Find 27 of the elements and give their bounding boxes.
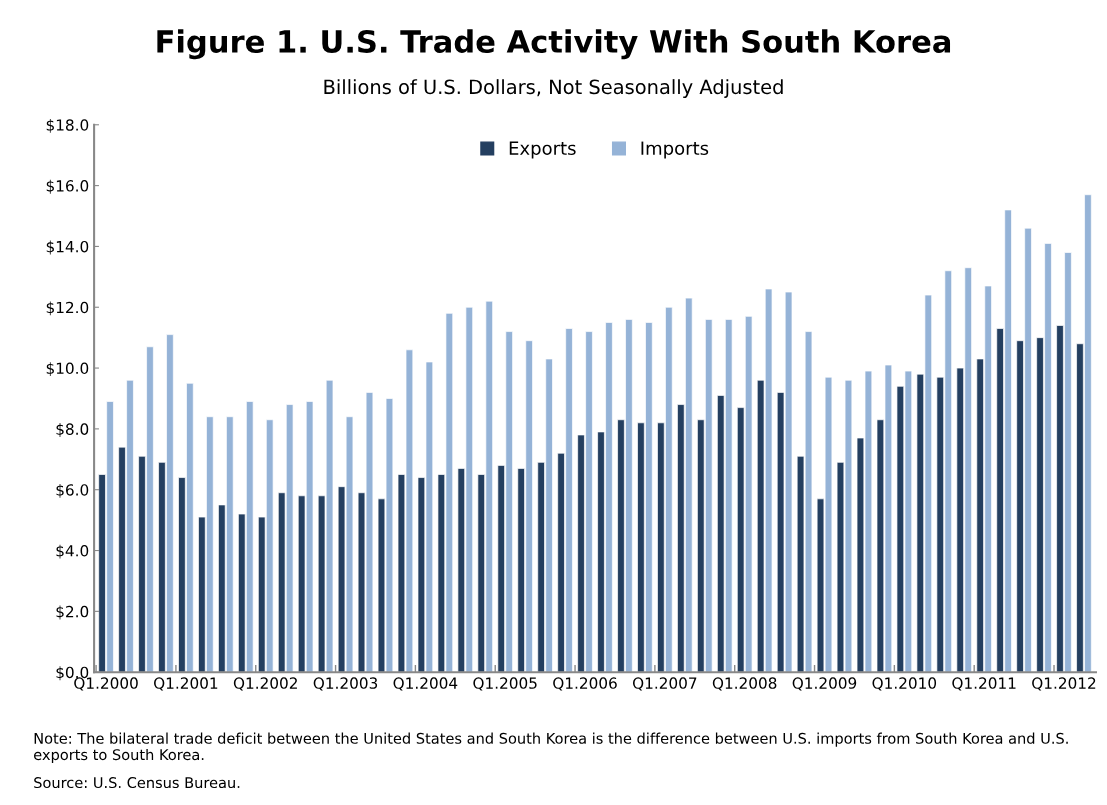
y-tick-label: $14.0 <box>46 240 89 255</box>
y-tick-label: $12.0 <box>46 301 89 316</box>
x-tick-label: Q1.2007 <box>632 677 697 691</box>
legend-label: Exports <box>509 141 576 159</box>
y-tick-label: $16.0 <box>46 179 89 194</box>
legend-label: Imports <box>641 141 709 159</box>
x-tick-label: Q1.2012 <box>1032 677 1096 691</box>
x-tick-label: Q1.2008 <box>712 677 777 691</box>
x-tick-label: Q1.2005 <box>473 677 537 691</box>
x-tick-label: Q1.2003 <box>313 677 378 691</box>
y-tick-label: $8.0 <box>56 423 89 437</box>
text: Note: The bilateral trade deficit between the United States and South Korea is the difference between U.S. imports from South Korea and U.S. exports to South Korea. <box>34 732 1068 763</box>
x-tick-label: Q1.2004 <box>393 677 458 691</box>
y-tick-label: $18.0 <box>46 118 89 133</box>
x-tick-label: Q1.2001 <box>154 677 218 691</box>
x-tick-label: Q1.2010 <box>872 677 937 691</box>
x-tick-label: Q1.2006 <box>553 677 617 691</box>
x-tick-label: Q1.2002 <box>233 677 297 691</box>
y-tick-label: $4.0 <box>56 544 89 559</box>
x-tick-label: Q1.2011 <box>952 677 1016 691</box>
x-tick-label: Q1.2009 <box>792 677 857 691</box>
y-tick-label: $6.0 <box>56 483 89 498</box>
y-tick-label: $2.0 <box>56 605 89 620</box>
y-tick-label: $10.0 <box>46 362 89 377</box>
chart-title: Figure 1. U.S. Trade Activity With South Korea <box>157 29 951 60</box>
source-note: Source: U.S. Census Bureau. <box>34 777 240 789</box>
chart-subtitle: Billions of U.S. Dollars, Not Seasonally Adjusted <box>324 79 783 98</box>
